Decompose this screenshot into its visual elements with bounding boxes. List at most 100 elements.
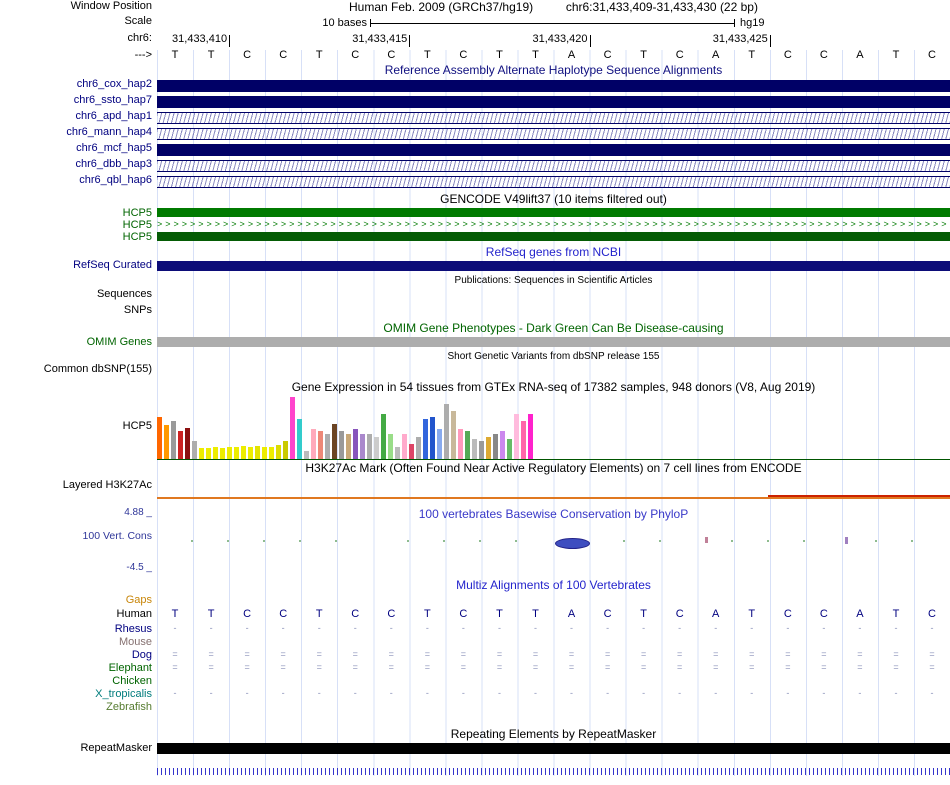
- gtex-tissue-bar-51[interactable]: [514, 414, 519, 459]
- gtex-tissue-bar-44[interactable]: [465, 431, 470, 459]
- species-label-zebrafish[interactable]: Zebrafish: [106, 701, 152, 713]
- gtex-tissue-bar-1[interactable]: [164, 425, 169, 459]
- gtex-tissue-bar-8[interactable]: [213, 447, 218, 459]
- omim-track-bar[interactable]: [157, 337, 950, 347]
- gtex-tissue-bar-34[interactable]: [395, 447, 400, 459]
- gtex-tissue-bar-43[interactable]: [458, 429, 463, 459]
- track-label-chr6_dbb_hap3[interactable]: chr6_dbb_hap3: [75, 158, 152, 170]
- track-label-chr6_qbl_hap6[interactable]: chr6_qbl_hap6: [79, 174, 152, 186]
- species-label-rhesus[interactable]: Rhesus: [114, 623, 152, 635]
- gtex-tissue-bar-41[interactable]: [444, 404, 449, 459]
- gtex-tissue-bar-24[interactable]: [325, 434, 330, 459]
- gtex-tissue-bar-38[interactable]: [423, 419, 428, 459]
- gencode-group-title[interactable]: GENCODE V49lift37 (10 items filtered out…: [440, 192, 667, 206]
- track-label-snps[interactable]: SNPs: [123, 304, 152, 316]
- gtex-tissue-bar-42[interactable]: [451, 411, 456, 459]
- repeatmasker-group-title[interactable]: Repeating Elements by RepeatMasker: [450, 727, 657, 741]
- gtex-tissue-bar-53[interactable]: [528, 414, 533, 459]
- track-label-omim-genes[interactable]: OMIM Genes: [86, 336, 152, 348]
- gtex-tissue-bar-28[interactable]: [353, 429, 358, 459]
- track-label-sequences[interactable]: Sequences: [96, 288, 152, 300]
- h3k27ac-group-title[interactable]: H3K27Ac Mark (Often Found Near Active Re…: [305, 461, 802, 475]
- gtex-tissue-bar-17[interactable]: [276, 445, 281, 459]
- gtex-tissue-bar-18[interactable]: [283, 441, 288, 459]
- gtex-tissue-bar-21[interactable]: [304, 451, 309, 459]
- gtex-tissue-bar-3[interactable]: [178, 431, 183, 459]
- gtex-tissue-bar-0[interactable]: [157, 417, 162, 459]
- gencode-gene-bar-2[interactable]: [157, 232, 950, 241]
- gtex-tissue-bar-39[interactable]: [430, 417, 435, 459]
- track-label-gtex-hcp5[interactable]: HCP5: [122, 420, 152, 433]
- gtex-tissue-bar-46[interactable]: [479, 441, 484, 459]
- althap-bar-chr6_ssto_hap7[interactable]: [157, 96, 950, 108]
- gtex-group-title[interactable]: Gene Expression in 54 tissues from GTEx …: [291, 380, 816, 394]
- althap-group-title[interactable]: Reference Assembly Alternate Haplotype S…: [384, 63, 723, 77]
- gtex-tissue-bar-22[interactable]: [311, 429, 316, 459]
- gene-direction-arrows[interactable]: >>>>>>>>>>>>>>>>>>>>>>>>>>>>>>>>>>>>>>>>…: [157, 219, 950, 229]
- track-label-100-vert-cons[interactable]: 100 Vert. Cons: [82, 530, 152, 542]
- gtex-tissue-bar-32[interactable]: [381, 414, 386, 459]
- species-label-human[interactable]: Human: [116, 608, 152, 620]
- gtex-tissue-bar-5[interactable]: [192, 441, 197, 459]
- althap-bar-chr6_apd_hap1[interactable]: [157, 112, 950, 124]
- track-label-chr6_apd_hap1[interactable]: chr6_apd_hap1: [75, 110, 152, 122]
- track-label-repeatmasker[interactable]: RepeatMasker: [80, 742, 152, 754]
- h3k27ac-track[interactable]: [157, 475, 950, 507]
- althap-bar-chr6_dbb_hap3[interactable]: [157, 160, 950, 172]
- gtex-tissue-bar-27[interactable]: [346, 434, 351, 459]
- gtex-tissue-bar-36[interactable]: [409, 444, 414, 459]
- gtex-tissue-bar-37[interactable]: [416, 437, 421, 459]
- gtex-tissue-bar-52[interactable]: [521, 421, 526, 459]
- track-label-gaps[interactable]: Gaps: [125, 594, 152, 606]
- publications-group-title[interactable]: Publications: Sequences in Scientific Ar…: [454, 275, 653, 286]
- gtex-tissue-bar-14[interactable]: [255, 446, 260, 459]
- species-label-elephant[interactable]: Elephant: [108, 662, 152, 674]
- track-label-chr6_cox_hap2[interactable]: chr6_cox_hap2: [76, 78, 152, 90]
- refseq-group-title[interactable]: RefSeq genes from NCBI: [485, 245, 622, 259]
- phylop-track[interactable]: [157, 522, 950, 562]
- gtex-tissue-bar-49[interactable]: [500, 431, 505, 459]
- dbsnp-group-title[interactable]: Short Genetic Variants from dbSNP releas…: [447, 351, 660, 362]
- gtex-tissue-bar-33[interactable]: [388, 434, 393, 459]
- repeatmasker-track-bar[interactable]: [157, 743, 950, 754]
- gtex-tissue-bar-26[interactable]: [339, 431, 344, 459]
- track-label-hcp5-0[interactable]: HCP5: [122, 207, 152, 219]
- refseq-track-bar[interactable]: [157, 261, 950, 271]
- species-label-chicken[interactable]: Chicken: [112, 675, 152, 687]
- althap-bar-chr6_qbl_hap6[interactable]: [157, 176, 950, 188]
- multiz-group-title[interactable]: Multiz Alignments of 100 Vertebrates: [456, 578, 651, 592]
- althap-bar-chr6_cox_hap2[interactable]: [157, 80, 950, 92]
- phylop-group-title[interactable]: 100 vertebrates Basewise Conservation by…: [418, 507, 689, 521]
- gtex-tissue-bar-4[interactable]: [185, 428, 190, 459]
- track-label-chr6_ssto_hap7[interactable]: chr6_ssto_hap7: [73, 94, 152, 106]
- gtex-tissue-bar-40[interactable]: [437, 429, 442, 459]
- track-label-h3k27ac[interactable]: Layered H3K27Ac: [62, 479, 152, 491]
- gtex-tissue-bar-10[interactable]: [227, 447, 232, 459]
- gtex-tissue-bar-19[interactable]: [290, 397, 295, 459]
- gencode-gene-bar-0[interactable]: [157, 208, 950, 217]
- species-label-dog[interactable]: Dog: [131, 649, 152, 661]
- gtex-tissue-bar-16[interactable]: [269, 447, 274, 459]
- gtex-tissue-bar-9[interactable]: [220, 448, 225, 459]
- gtex-tissue-bar-7[interactable]: [206, 448, 211, 459]
- gtex-tissue-bar-2[interactable]: [171, 421, 176, 459]
- gtex-tissue-bar-11[interactable]: [234, 447, 239, 459]
- track-label-chr6_mann_hap4[interactable]: chr6_mann_hap4: [66, 126, 152, 138]
- omim-group-title[interactable]: OMIM Gene Phenotypes - Dark Green Can Be…: [383, 321, 724, 335]
- gtex-tissue-bar-50[interactable]: [507, 439, 512, 459]
- gtex-tissue-bar-35[interactable]: [402, 434, 407, 459]
- track-label-hcp5-2[interactable]: HCP5: [122, 231, 152, 243]
- track-label-common-dbsnp[interactable]: Common dbSNP(155): [43, 363, 152, 375]
- track-label-hcp5-1[interactable]: HCP5: [122, 219, 152, 231]
- gtex-tissue-bar-6[interactable]: [199, 448, 204, 459]
- gtex-tissue-bar-12[interactable]: [241, 446, 246, 459]
- gtex-tissue-bar-13[interactable]: [248, 447, 253, 459]
- gtex-tissue-bar-31[interactable]: [374, 437, 379, 459]
- gtex-tissue-bar-47[interactable]: [486, 437, 491, 459]
- gtex-tissue-bar-48[interactable]: [493, 434, 498, 459]
- gtex-tissue-bar-25[interactable]: [332, 424, 337, 459]
- gtex-tissue-bar-45[interactable]: [472, 439, 477, 459]
- gtex-tissue-bar-29[interactable]: [360, 434, 365, 459]
- track-label-chr6_mcf_hap5[interactable]: chr6_mcf_hap5: [76, 142, 152, 154]
- althap-bar-chr6_mcf_hap5[interactable]: [157, 144, 950, 156]
